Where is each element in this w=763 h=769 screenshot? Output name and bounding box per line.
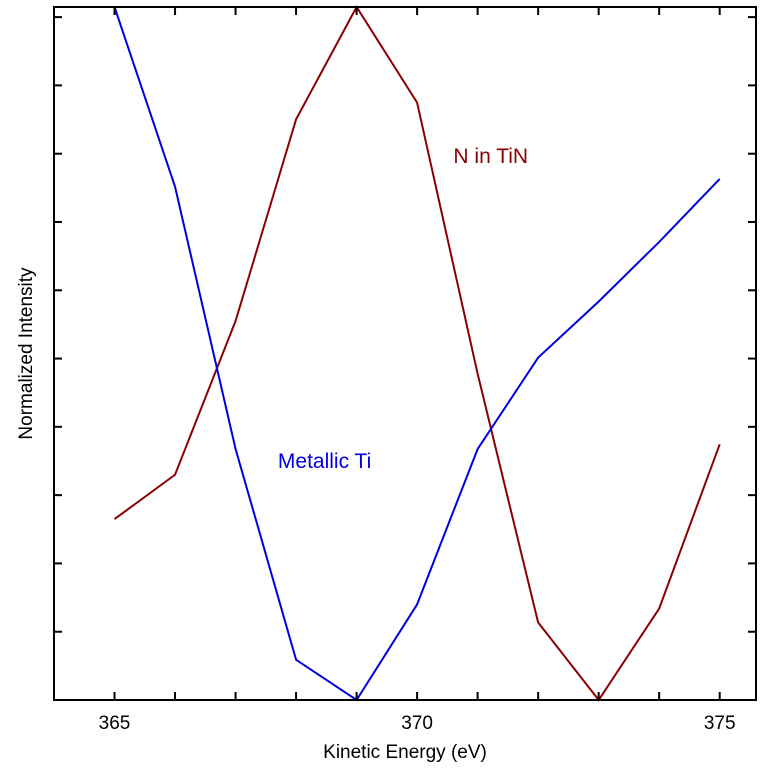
x-tick-label: 365 <box>99 713 131 734</box>
series-line-1 <box>113 6 721 702</box>
x-tick-label: 375 <box>704 713 736 734</box>
labels-layer: N in TiN Metallic Ti <box>278 145 528 473</box>
ticks-layer: 365 370 375 <box>54 7 756 734</box>
series-annotation: Metallic Ti <box>278 450 371 473</box>
plot-frame <box>53 6 757 701</box>
y-axis-label: Normalized Intensity <box>16 267 37 440</box>
series-annotation: N in TiN <box>453 145 528 168</box>
x-tick-label: 370 <box>401 713 433 734</box>
series-line-0 <box>113 5 721 702</box>
series-layer <box>113 5 721 702</box>
x-axis-label: Kinetic Energy (eV) <box>323 742 487 763</box>
